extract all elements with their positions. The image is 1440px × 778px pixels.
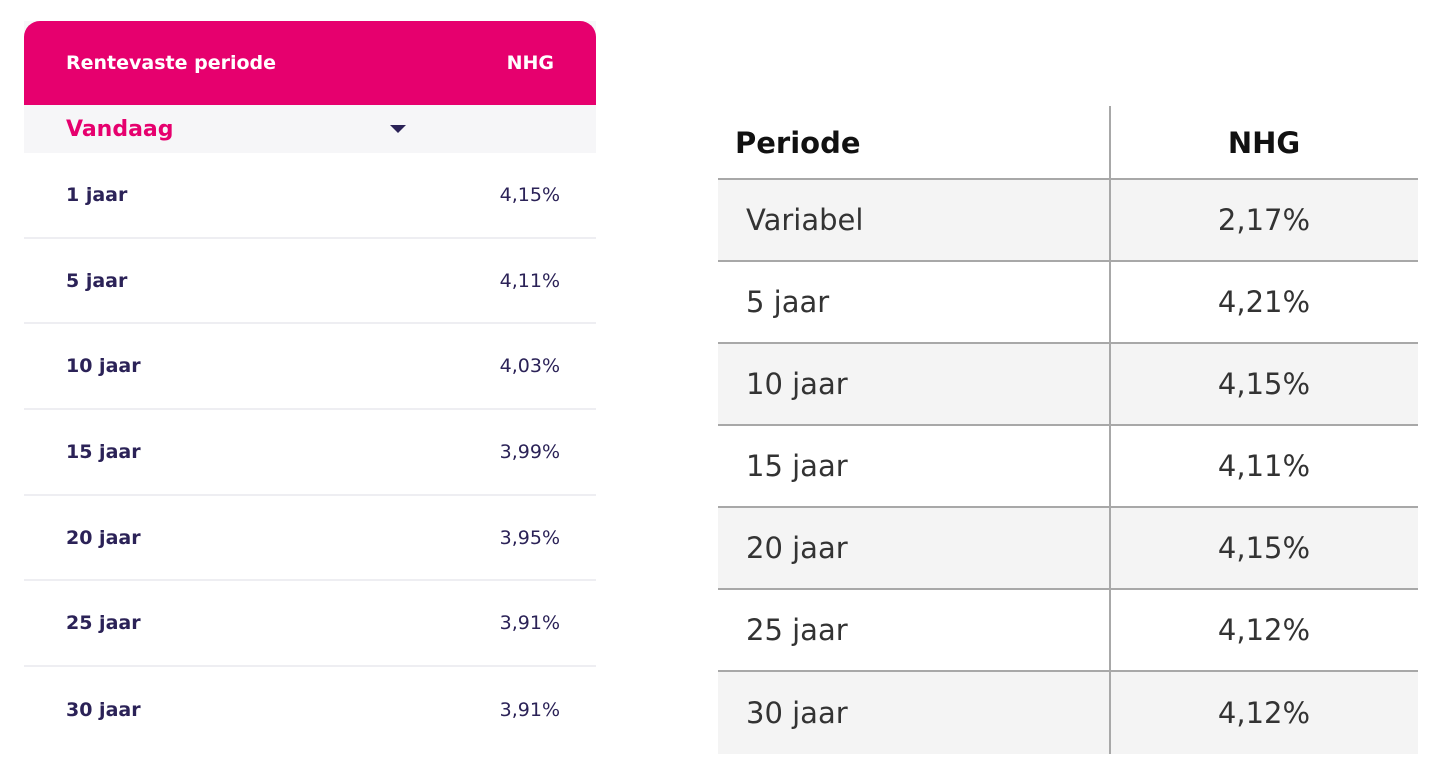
table-body: Variabel 2,17% 5 jaar 4,21% 10 jaar 4,15… <box>718 180 1418 754</box>
row-period: 5 jaar <box>746 285 830 319</box>
table-row: 30 jaar 3,91% <box>24 667 596 753</box>
row-period: 10 jaar <box>746 367 848 401</box>
table-row: 15 jaar 4,11% <box>718 426 1418 508</box>
table-body: 1 jaar 4,15% 5 jaar 4,11% 10 jaar 4,03% … <box>24 153 596 753</box>
row-rate: 4,12% <box>1217 696 1311 730</box>
caret-down-icon <box>390 125 406 133</box>
header-nhg: NHG <box>1227 126 1301 160</box>
row-period: 15 jaar <box>746 449 848 483</box>
row-rate: 2,17% <box>1217 203 1311 237</box>
row-rate: 3,99% <box>499 440 560 463</box>
header-period: Rentevaste periode <box>66 52 277 74</box>
table-row: 10 jaar 4,03% <box>24 324 596 411</box>
table-row: 25 jaar 4,12% <box>718 590 1418 672</box>
date-select[interactable]: Vandaag <box>24 105 596 153</box>
row-rate: 4,11% <box>1217 449 1311 483</box>
row-rate: 3,91% <box>499 698 560 721</box>
row-rate: 4,15% <box>1217 531 1311 565</box>
table-header: Periode NHG <box>718 106 1418 180</box>
rates-table-right: Periode NHG Variabel 2,17% 5 jaar 4,21% … <box>718 106 1418 754</box>
row-rate: 3,95% <box>499 526 560 549</box>
row-period: 30 jaar <box>746 696 848 730</box>
row-period: 25 jaar <box>66 612 141 635</box>
row-period: 20 jaar <box>66 526 141 549</box>
table-row: 5 jaar 4,11% <box>24 238 596 325</box>
row-rate: 4,12% <box>1217 613 1311 647</box>
row-period: 5 jaar <box>66 269 128 292</box>
row-rate: 4,11% <box>499 269 560 292</box>
table-row: 20 jaar 3,95% <box>24 495 596 582</box>
table-row: Variabel 2,17% <box>718 180 1418 262</box>
row-rate: 4,03% <box>499 355 560 378</box>
row-period: 25 jaar <box>746 613 848 647</box>
header-period: Periode <box>735 126 861 160</box>
row-period: 1 jaar <box>66 183 128 206</box>
row-rate: 4,21% <box>1217 285 1311 319</box>
table-header: Rentevaste periode NHG <box>24 21 596 105</box>
table-row: 1 jaar 4,15% <box>24 153 596 239</box>
row-rate: 4,15% <box>499 183 560 206</box>
table-row: 5 jaar 4,21% <box>718 262 1418 344</box>
column-divider <box>1109 106 1111 754</box>
row-rate: 3,91% <box>499 612 560 635</box>
row-period: 10 jaar <box>66 355 141 378</box>
table-row: 30 jaar 4,12% <box>718 672 1418 754</box>
rates-table-left: Rentevaste periode NHG Vandaag 1 jaar 4,… <box>24 21 596 753</box>
header-nhg: NHG <box>506 52 554 74</box>
table-row: 25 jaar 3,91% <box>24 581 596 668</box>
row-period: Variabel <box>746 203 864 237</box>
table-row: 10 jaar 4,15% <box>718 344 1418 426</box>
table-row: 20 jaar 4,15% <box>718 508 1418 590</box>
row-period: 15 jaar <box>66 440 141 463</box>
date-select-value: Vandaag <box>66 116 174 142</box>
table-row: 15 jaar 3,99% <box>24 410 596 496</box>
row-period: 30 jaar <box>66 698 141 721</box>
row-rate: 4,15% <box>1217 367 1311 401</box>
row-period: 20 jaar <box>746 531 848 565</box>
